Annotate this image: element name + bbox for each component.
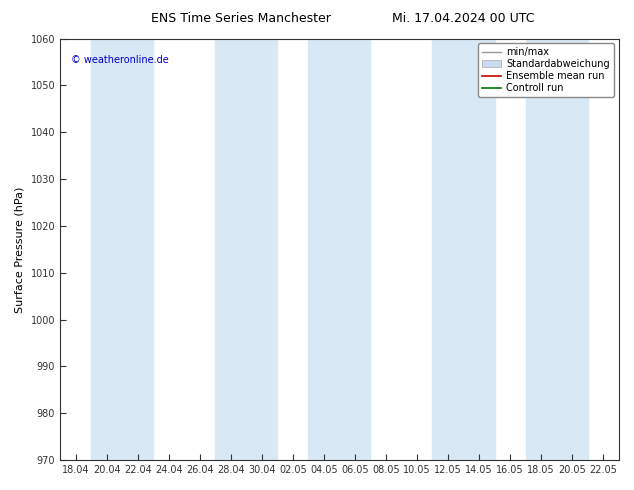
Bar [215,39,277,460]
Text: ENS Time Series Manchester: ENS Time Series Manchester [151,12,331,25]
Bar [91,39,153,460]
Text: © weatheronline.de: © weatheronline.de [71,55,169,66]
Bar [432,39,495,460]
Bar [526,39,588,460]
Legend: min/max, Standardabweichung, Ensemble mean run, Controll run: min/max, Standardabweichung, Ensemble me… [478,44,614,97]
Y-axis label: Surface Pressure (hPa): Surface Pressure (hPa) [15,186,25,313]
Text: Mi. 17.04.2024 00 UTC: Mi. 17.04.2024 00 UTC [392,12,534,25]
Bar [308,39,370,460]
